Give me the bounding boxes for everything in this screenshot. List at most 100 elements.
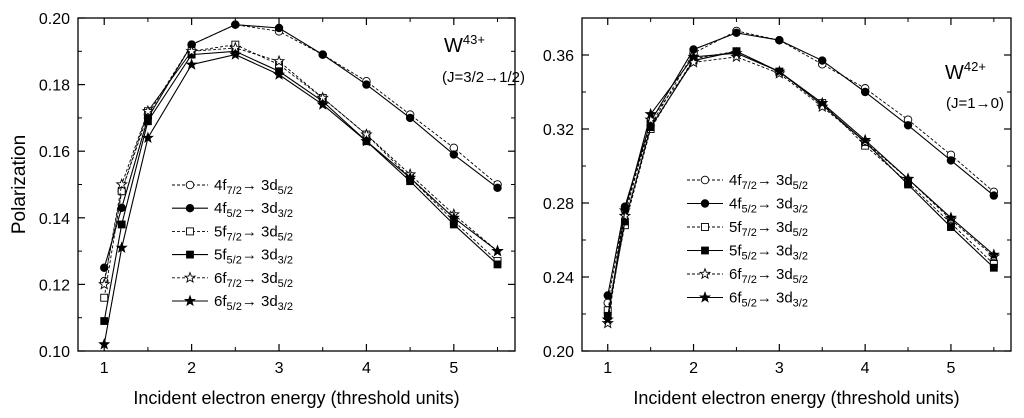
y-tick-label: 0.28	[543, 196, 574, 213]
x-tick-label: 2	[689, 360, 698, 377]
data-point	[185, 44, 198, 57]
data-point	[860, 87, 870, 97]
legend-label: 6f5/2→ 3d3/2	[214, 293, 293, 313]
legend: 4f7/2→ 3d5/2 4f5/2→ 3d3/2 5f7/2→ 3d5/2 5f5/…	[172, 177, 293, 313]
legend-item: 6f5/2→ 3d3/2	[172, 293, 293, 313]
data-point	[775, 36, 784, 45]
data-point	[362, 80, 371, 89]
x-axis-label: Incident electron energy (threshold unit…	[633, 388, 959, 408]
x-tick-label: 3	[275, 360, 284, 377]
legend-label: 4f7/2→ 3d5/2	[729, 172, 808, 192]
data-point	[987, 248, 1000, 260]
data-point	[816, 96, 829, 109]
data-point	[491, 244, 504, 257]
data-point	[946, 156, 956, 165]
ion-symbol: W	[444, 35, 463, 57]
series-line	[103, 24, 498, 282]
legend-item: 4f7/2→ 3d5/2	[687, 172, 808, 192]
data-point	[100, 317, 109, 325]
legend: 4f7/2→ 3d5/2 4f5/2→ 3d3/2 5f7/2→ 3d5/2 5f5/…	[687, 172, 808, 310]
legend-item: 4f5/2→ 3d3/2	[687, 196, 808, 216]
ion-symbol: W	[945, 62, 964, 84]
data-point	[989, 191, 999, 200]
y-tick-label: 0.36	[543, 48, 574, 65]
transition-label: (J=3/2→1/2)	[442, 69, 525, 86]
data-point	[100, 263, 109, 272]
series-filled-circle	[100, 20, 502, 272]
x-tick-label: 5	[946, 360, 955, 377]
data-point	[272, 54, 286, 67]
ion-charge: 43+	[463, 32, 485, 47]
legend-marker	[698, 267, 712, 280]
series-open-circle	[603, 26, 999, 308]
legend-item: 6f5/2→ 3d3/2	[687, 290, 808, 310]
x-tick-label: 1	[100, 360, 109, 377]
data-point	[404, 171, 417, 183]
data-point	[405, 113, 415, 123]
x-tick-label: 1	[603, 360, 612, 377]
data-point	[493, 183, 502, 193]
ion-label: W43+	[444, 32, 485, 57]
data-point	[360, 134, 373, 147]
x-tick-label: 3	[775, 360, 784, 377]
data-point	[98, 277, 111, 290]
x-tick-label: 4	[362, 360, 371, 377]
series-line	[103, 44, 498, 298]
data-point	[947, 223, 955, 231]
y-tick-label: 0.20	[543, 344, 574, 361]
data-point	[98, 337, 111, 350]
data-point	[773, 65, 786, 77]
series-line	[103, 24, 498, 268]
data-point	[816, 100, 829, 113]
data-point	[117, 220, 126, 229]
ion-label: W42+	[945, 59, 986, 84]
legend-marker	[698, 291, 712, 303]
data-point	[316, 98, 329, 110]
data-point	[687, 50, 700, 62]
data-point	[185, 58, 198, 70]
legend-item: 4f5/2→ 3d3/2	[172, 200, 293, 220]
legend-marker	[186, 227, 194, 236]
data-point	[902, 172, 915, 185]
legend-label: 6f7/2→ 3d5/2	[214, 270, 293, 290]
data-point	[989, 263, 998, 272]
legend-marker	[700, 199, 710, 208]
ion-charge: 42+	[964, 59, 986, 74]
legend-item: 6f7/2→ 3d5/2	[172, 270, 293, 290]
data-point	[903, 121, 913, 130]
legend-item: 4f7/2→ 3d5/2	[172, 177, 293, 197]
legend-marker	[183, 294, 197, 307]
y-tick-label: 0.18	[39, 78, 70, 95]
legend-item: 5f5/2→ 3d3/2	[172, 247, 293, 267]
data-point	[447, 211, 460, 223]
data-point	[231, 20, 240, 29]
data-point	[449, 150, 459, 159]
data-point	[115, 178, 128, 190]
legend-marker	[700, 175, 710, 185]
data-point	[141, 104, 155, 117]
data-point	[493, 260, 502, 269]
data-point	[229, 48, 242, 60]
series-filled-star	[601, 46, 1000, 325]
data-point	[601, 313, 614, 325]
data-point	[272, 68, 286, 80]
data-point	[144, 117, 152, 126]
chart-panel-w43: 1 2 3 4 5 0.10 0.12 0.14 0.16 0.18 0.20 Incident el…	[9, 11, 525, 408]
legend-label: 4f7/2→ 3d5/2	[214, 177, 293, 197]
data-point	[274, 23, 284, 33]
data-point	[601, 316, 614, 329]
legend-label: 5f5/2→ 3d3/2	[214, 247, 293, 267]
legend-marker	[701, 246, 709, 255]
legend-marker	[185, 180, 195, 190]
x-tick-label: 2	[187, 360, 196, 377]
x-tick-label: 5	[449, 360, 458, 377]
data-point	[100, 293, 109, 302]
y-axis-label: Polarization	[9, 135, 30, 234]
legend-marker	[701, 223, 709, 231]
y-tick-label: 0.14	[39, 211, 70, 228]
legend-marker	[185, 203, 195, 213]
legend-label: 6f5/2→ 3d3/2	[729, 290, 808, 310]
series-line	[103, 47, 498, 285]
legend-label: 5f7/2→ 3d5/2	[729, 219, 808, 239]
